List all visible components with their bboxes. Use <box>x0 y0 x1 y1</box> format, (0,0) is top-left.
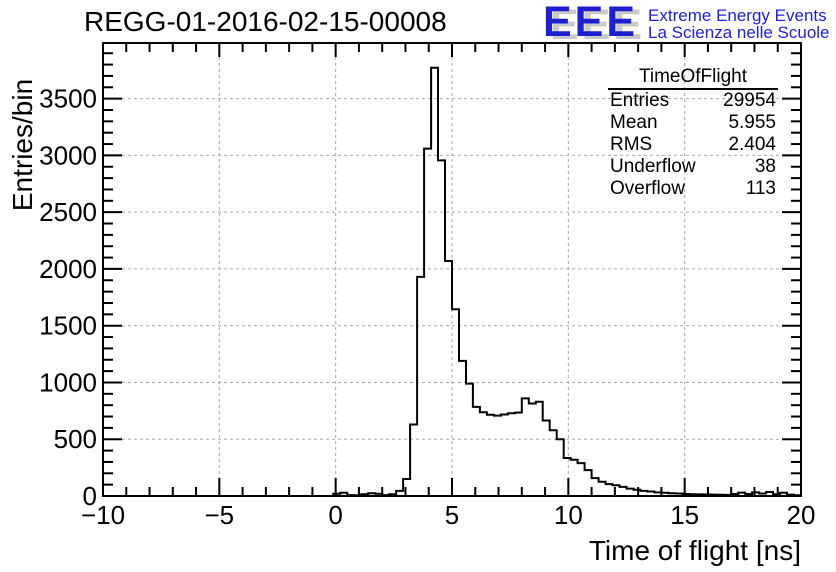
plot-layers: −10 −5 0 5 10 15 20 0 500 1000 1500 2000 2500 3000 350… <box>39 42 816 530</box>
stats-row-mean: Mean 5.955 <box>608 112 778 134</box>
x-tick-label: 15 <box>670 500 699 530</box>
x-tick-label: 20 <box>787 500 816 530</box>
y-tick-label: 0 <box>83 481 97 511</box>
eee-logo-tagline: Extreme Energy Events La Scienza nelle S… <box>648 4 829 41</box>
histogram-line <box>103 66 802 497</box>
stats-value: 5.955 <box>728 112 776 133</box>
plot-frame <box>102 42 802 497</box>
y-tick-label: 1000 <box>39 367 97 397</box>
stats-label: Mean <box>610 112 658 133</box>
y-tick-label: 2000 <box>39 254 97 284</box>
x-tick-label: −10 <box>81 500 125 530</box>
stats-box-title: TimeOfFlight <box>608 66 778 90</box>
y-tick-label: 1500 <box>39 311 97 341</box>
stats-label: RMS <box>610 134 653 155</box>
x-tick-label: 5 <box>445 500 459 530</box>
stats-label: Underflow <box>610 156 696 177</box>
y-tick-label: 2500 <box>39 197 97 227</box>
stats-label: Entries <box>610 90 670 111</box>
y-tick-label: 500 <box>54 424 97 454</box>
eee-logo-tagline-line2: La Scienza nelle Scuole <box>648 23 830 42</box>
eee-logo-acronym: EEE <box>543 0 639 46</box>
x-axis-title: Time of flight [ns] <box>589 535 801 566</box>
stats-row-rms: RMS 2.404 <box>608 134 778 156</box>
stats-row-entries: Entries 29954 <box>608 90 778 112</box>
stats-value: 38 <box>754 156 776 177</box>
stats-row-underflow: Underflow 38 <box>608 156 778 178</box>
page-title: REGG-01-2016-02-15-00008 <box>84 6 447 37</box>
x-tick-label: 0 <box>328 500 342 530</box>
x-tick-label: 10 <box>554 500 583 530</box>
stats-box: TimeOfFlight Entries 29954 Mean 5.955 RM… <box>608 66 778 200</box>
stats-row-overflow: Overflow 113 <box>608 178 778 200</box>
y-axis-title: Entries/bin <box>7 79 38 211</box>
stats-value: 113 <box>745 178 776 199</box>
stats-label: Overflow <box>610 178 685 199</box>
y-tick-label: 3500 <box>39 84 97 114</box>
stats-value: 29954 <box>723 90 776 111</box>
stats-value: 2.404 <box>728 134 776 155</box>
eee-logo-tagline-line1: Extreme Energy Events <box>648 6 827 25</box>
x-tick-label: −5 <box>205 500 235 530</box>
y-tick-label: 3000 <box>39 140 97 170</box>
eee-logo: EEE Extreme Energy Events La Scienza nel… <box>543 0 830 46</box>
